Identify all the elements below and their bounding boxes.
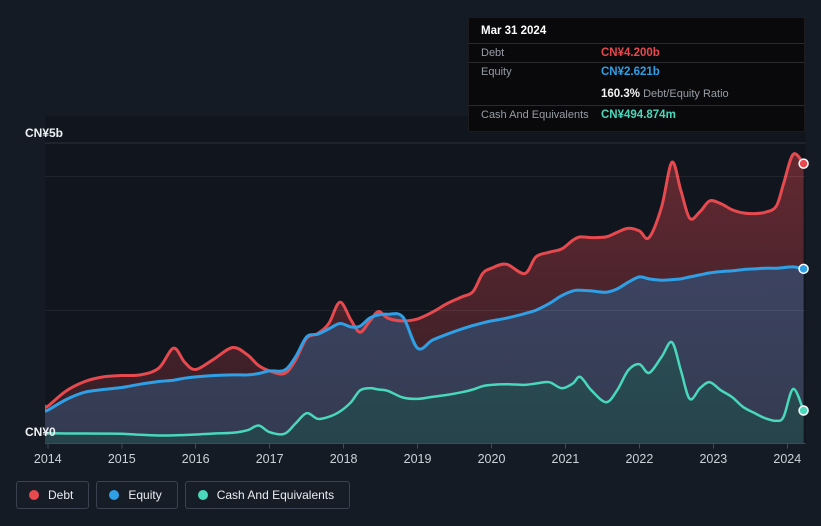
tooltip-ratio-row: 160.3% Debt/Equity Ratio bbox=[469, 81, 804, 105]
x-axis-year-label: 2024 bbox=[773, 452, 801, 466]
x-axis-year-label: 2018 bbox=[330, 452, 358, 466]
tooltip-cash-value: CN¥494.874m bbox=[601, 109, 676, 121]
cash-area bbox=[45, 341, 804, 444]
x-axis-year-label: 2022 bbox=[625, 452, 653, 466]
x-axis-year-label: 2019 bbox=[404, 452, 432, 466]
x-axis-year-label: 2017 bbox=[256, 452, 284, 466]
equity-series-dot-icon bbox=[109, 490, 120, 500]
debt-endpoint-marker bbox=[798, 158, 809, 169]
x-axis-year-label: 2021 bbox=[552, 452, 580, 466]
debt-line bbox=[45, 152, 806, 409]
tooltip-equity-value: CN¥2.621b bbox=[601, 66, 660, 78]
x-axis-year-label: 2016 bbox=[182, 452, 210, 466]
tooltip-debt-label: Debt bbox=[481, 47, 505, 59]
tooltip-cash-row: Cash And Equivalents CN¥494.874m bbox=[469, 105, 804, 128]
equity-line bbox=[45, 265, 806, 413]
legend-item-cash[interactable]: Cash And Equivalents bbox=[184, 481, 351, 509]
tooltip-equity-label: Equity bbox=[481, 66, 512, 78]
x-axis-year-label: 2015 bbox=[108, 452, 136, 466]
tooltip-ratio-value: 160.3% Debt/Equity Ratio bbox=[601, 88, 729, 100]
cash-endpoint-marker bbox=[798, 405, 809, 416]
legend-debt-label: Debt bbox=[48, 488, 74, 502]
tooltip-debt-value: CN¥4.200b bbox=[601, 47, 660, 59]
chart-tooltip: Mar 31 2024 Debt CN¥4.200b Equity CN¥2.6… bbox=[468, 17, 805, 132]
chart-plot-area[interactable]: 2014 2015 2016 2017 2018 2019 2020 2021 2022 2023… bbox=[0, 0, 821, 471]
chart-legend: Debt Equity Cash And Equivalents bbox=[16, 481, 351, 509]
x-axis-year-label: 2020 bbox=[478, 452, 506, 466]
tooltip-equity-row: Equity CN¥2.621b bbox=[469, 62, 804, 81]
debt-series-dot-icon bbox=[29, 490, 39, 500]
legend-item-debt[interactable]: Debt bbox=[16, 481, 90, 509]
x-axis-year-label: 2014 bbox=[34, 452, 62, 466]
legend-cash-label: Cash And Equivalents bbox=[216, 488, 335, 502]
y-axis-zero-label: CN¥0 bbox=[25, 425, 56, 439]
y-axis-max-label: CN¥5b bbox=[25, 126, 63, 140]
cash-series-dot-icon bbox=[197, 490, 208, 500]
legend-item-equity[interactable]: Equity bbox=[96, 481, 178, 509]
tooltip-date: Mar 31 2024 bbox=[481, 25, 547, 37]
equity-endpoint-marker bbox=[798, 263, 809, 275]
tooltip-debt-row: Debt CN¥4.200b bbox=[469, 43, 804, 62]
x-axis-year-label: 2023 bbox=[699, 452, 727, 466]
legend-equity-label: Equity bbox=[128, 488, 162, 502]
tooltip-cash-label: Cash And Equivalents bbox=[481, 109, 589, 121]
cash-line bbox=[45, 340, 805, 437]
